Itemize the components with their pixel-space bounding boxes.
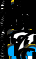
Text: High-Al chromitite
(ophiolitic): High-Al chromitite (ophiolitic)	[26, 0, 36, 6]
Text: High-Cr
chromitite
(ophiolitic): High-Cr chromitite (ophiolitic)	[14, 0, 36, 12]
Text: High-Al chromitite
(ophiolitic): High-Al chromitite (ophiolitic)	[3, 15, 36, 53]
Text: High-Cr chromitite
(ophiolitic): High-Cr chromitite (ophiolitic)	[24, 0, 36, 38]
Polygon shape	[29, 9, 30, 11]
Polygon shape	[10, 19, 15, 25]
Polygon shape	[5, 21, 9, 24]
Polygon shape	[22, 24, 24, 26]
Text: Layered
intrusion: Layered intrusion	[14, 0, 36, 25]
Polygon shape	[22, 35, 25, 40]
Text: (h): (h)	[21, 44, 36, 59]
Text: (f): (f)	[21, 30, 36, 54]
Polygon shape	[12, 31, 14, 35]
Text: Cr-7: Cr-7	[20, 48, 36, 59]
Polygon shape	[28, 3, 32, 11]
Polygon shape	[11, 46, 14, 52]
Text: Layered
Intrusion: Layered Intrusion	[31, 0, 36, 23]
Text: Komatiite: Komatiite	[31, 2, 36, 20]
Text: Komatiite: Komatiite	[31, 0, 36, 15]
Text: (e): (e)	[4, 30, 36, 54]
Text: (b): (b)	[21, 1, 36, 25]
Polygon shape	[27, 46, 32, 55]
Polygon shape	[13, 1, 14, 7]
Polygon shape	[30, 32, 32, 35]
Polygon shape	[10, 45, 16, 54]
Text: Komatiite: Komatiite	[14, 0, 36, 8]
Polygon shape	[5, 31, 8, 39]
Text: High-Cr chromitite
(ophiolitic): High-Cr chromitite (ophiolitic)	[6, 0, 36, 29]
Text: (a): (a)	[4, 1, 36, 25]
X-axis label: Cr#: Cr#	[5, 48, 36, 59]
Polygon shape	[27, 15, 32, 25]
Text: High-Cr
(ophiolitic): High-Cr (ophiolitic)	[8, 11, 36, 49]
X-axis label: Cr#: Cr#	[0, 48, 33, 59]
Text: Komatiite: Komatiite	[31, 34, 36, 52]
Text: High-Al chromitite
(ophiolitic): High-Al chromitite (ophiolitic)	[4, 0, 36, 24]
Text: Layered intrusion: Layered intrusion	[5, 3, 36, 21]
Text: High-Al chromitite
(ophiolitic): High-Al chromitite (ophiolitic)	[21, 5, 36, 44]
Text: Layered
intrusion: Layered intrusion	[8, 0, 36, 8]
Polygon shape	[28, 35, 33, 41]
Text: High-Cr chromitite
(ophiolitic): High-Cr chromitite (ophiolitic)	[25, 0, 36, 24]
Polygon shape	[12, 16, 13, 18]
Polygon shape	[28, 44, 31, 54]
Polygon shape	[22, 45, 25, 55]
Polygon shape	[29, 16, 31, 20]
Text: High-Cr chromitite
(ophiolitic): High-Cr chromitite (ophiolitic)	[22, 0, 36, 14]
Text: (c): (c)	[4, 16, 36, 39]
Text: High-Al chromitite
(ophiolitic): High-Al chromitite (ophiolitic)	[4, 0, 36, 10]
FancyBboxPatch shape	[12, 57, 24, 59]
Text: Layered intrusion: Layered intrusion	[30, 0, 36, 8]
Text: Komatiite: Komatiite	[31, 17, 36, 35]
Polygon shape	[12, 1, 14, 6]
Polygon shape	[29, 19, 31, 21]
Text: Komatiite: Komatiite	[10, 6, 36, 23]
Text: Layered
intrusion: Layered intrusion	[6, 13, 36, 52]
Polygon shape	[22, 1, 23, 12]
Polygon shape	[10, 7, 13, 12]
Text: Komatiite: Komatiite	[14, 17, 36, 35]
Text: Layered
intrusion: Layered intrusion	[31, 11, 36, 49]
Polygon shape	[5, 49, 7, 54]
Polygon shape	[12, 20, 14, 22]
Text: Layered
Intrusion: Layered Intrusion	[6, 0, 36, 35]
Text: High-Al chromitite
(ophiolitic): High-Al chromitite (ophiolitic)	[4, 0, 36, 38]
Text: Komatiite: Komatiite	[10, 40, 36, 58]
Polygon shape	[5, 7, 7, 12]
Text: High-Al chromitite
(ophiolitic): High-Al chromitite (ophiolitic)	[21, 16, 36, 55]
Text: (d): (d)	[21, 16, 36, 39]
Text: Layered
Intrusion: Layered Intrusion	[23, 0, 36, 36]
Text: (g): (g)	[4, 44, 36, 59]
Polygon shape	[29, 5, 31, 7]
Polygon shape	[29, 46, 31, 54]
Text: High-Cr chromitite
(ophiolitic): High-Cr chromitite (ophiolitic)	[23, 19, 36, 57]
Polygon shape	[10, 29, 15, 40]
Text: High-Al chromitite
(ophiolitic): High-Al chromitite (ophiolitic)	[21, 0, 36, 30]
Polygon shape	[11, 50, 13, 53]
Text: High-Cr chromitite
(ophiolitic): High-Cr chromitite (ophiolitic)	[7, 5, 36, 43]
Text: Cr-6: Cr-6	[14, 48, 36, 59]
Polygon shape	[29, 33, 32, 37]
Polygon shape	[12, 22, 13, 23]
Polygon shape	[11, 31, 13, 37]
